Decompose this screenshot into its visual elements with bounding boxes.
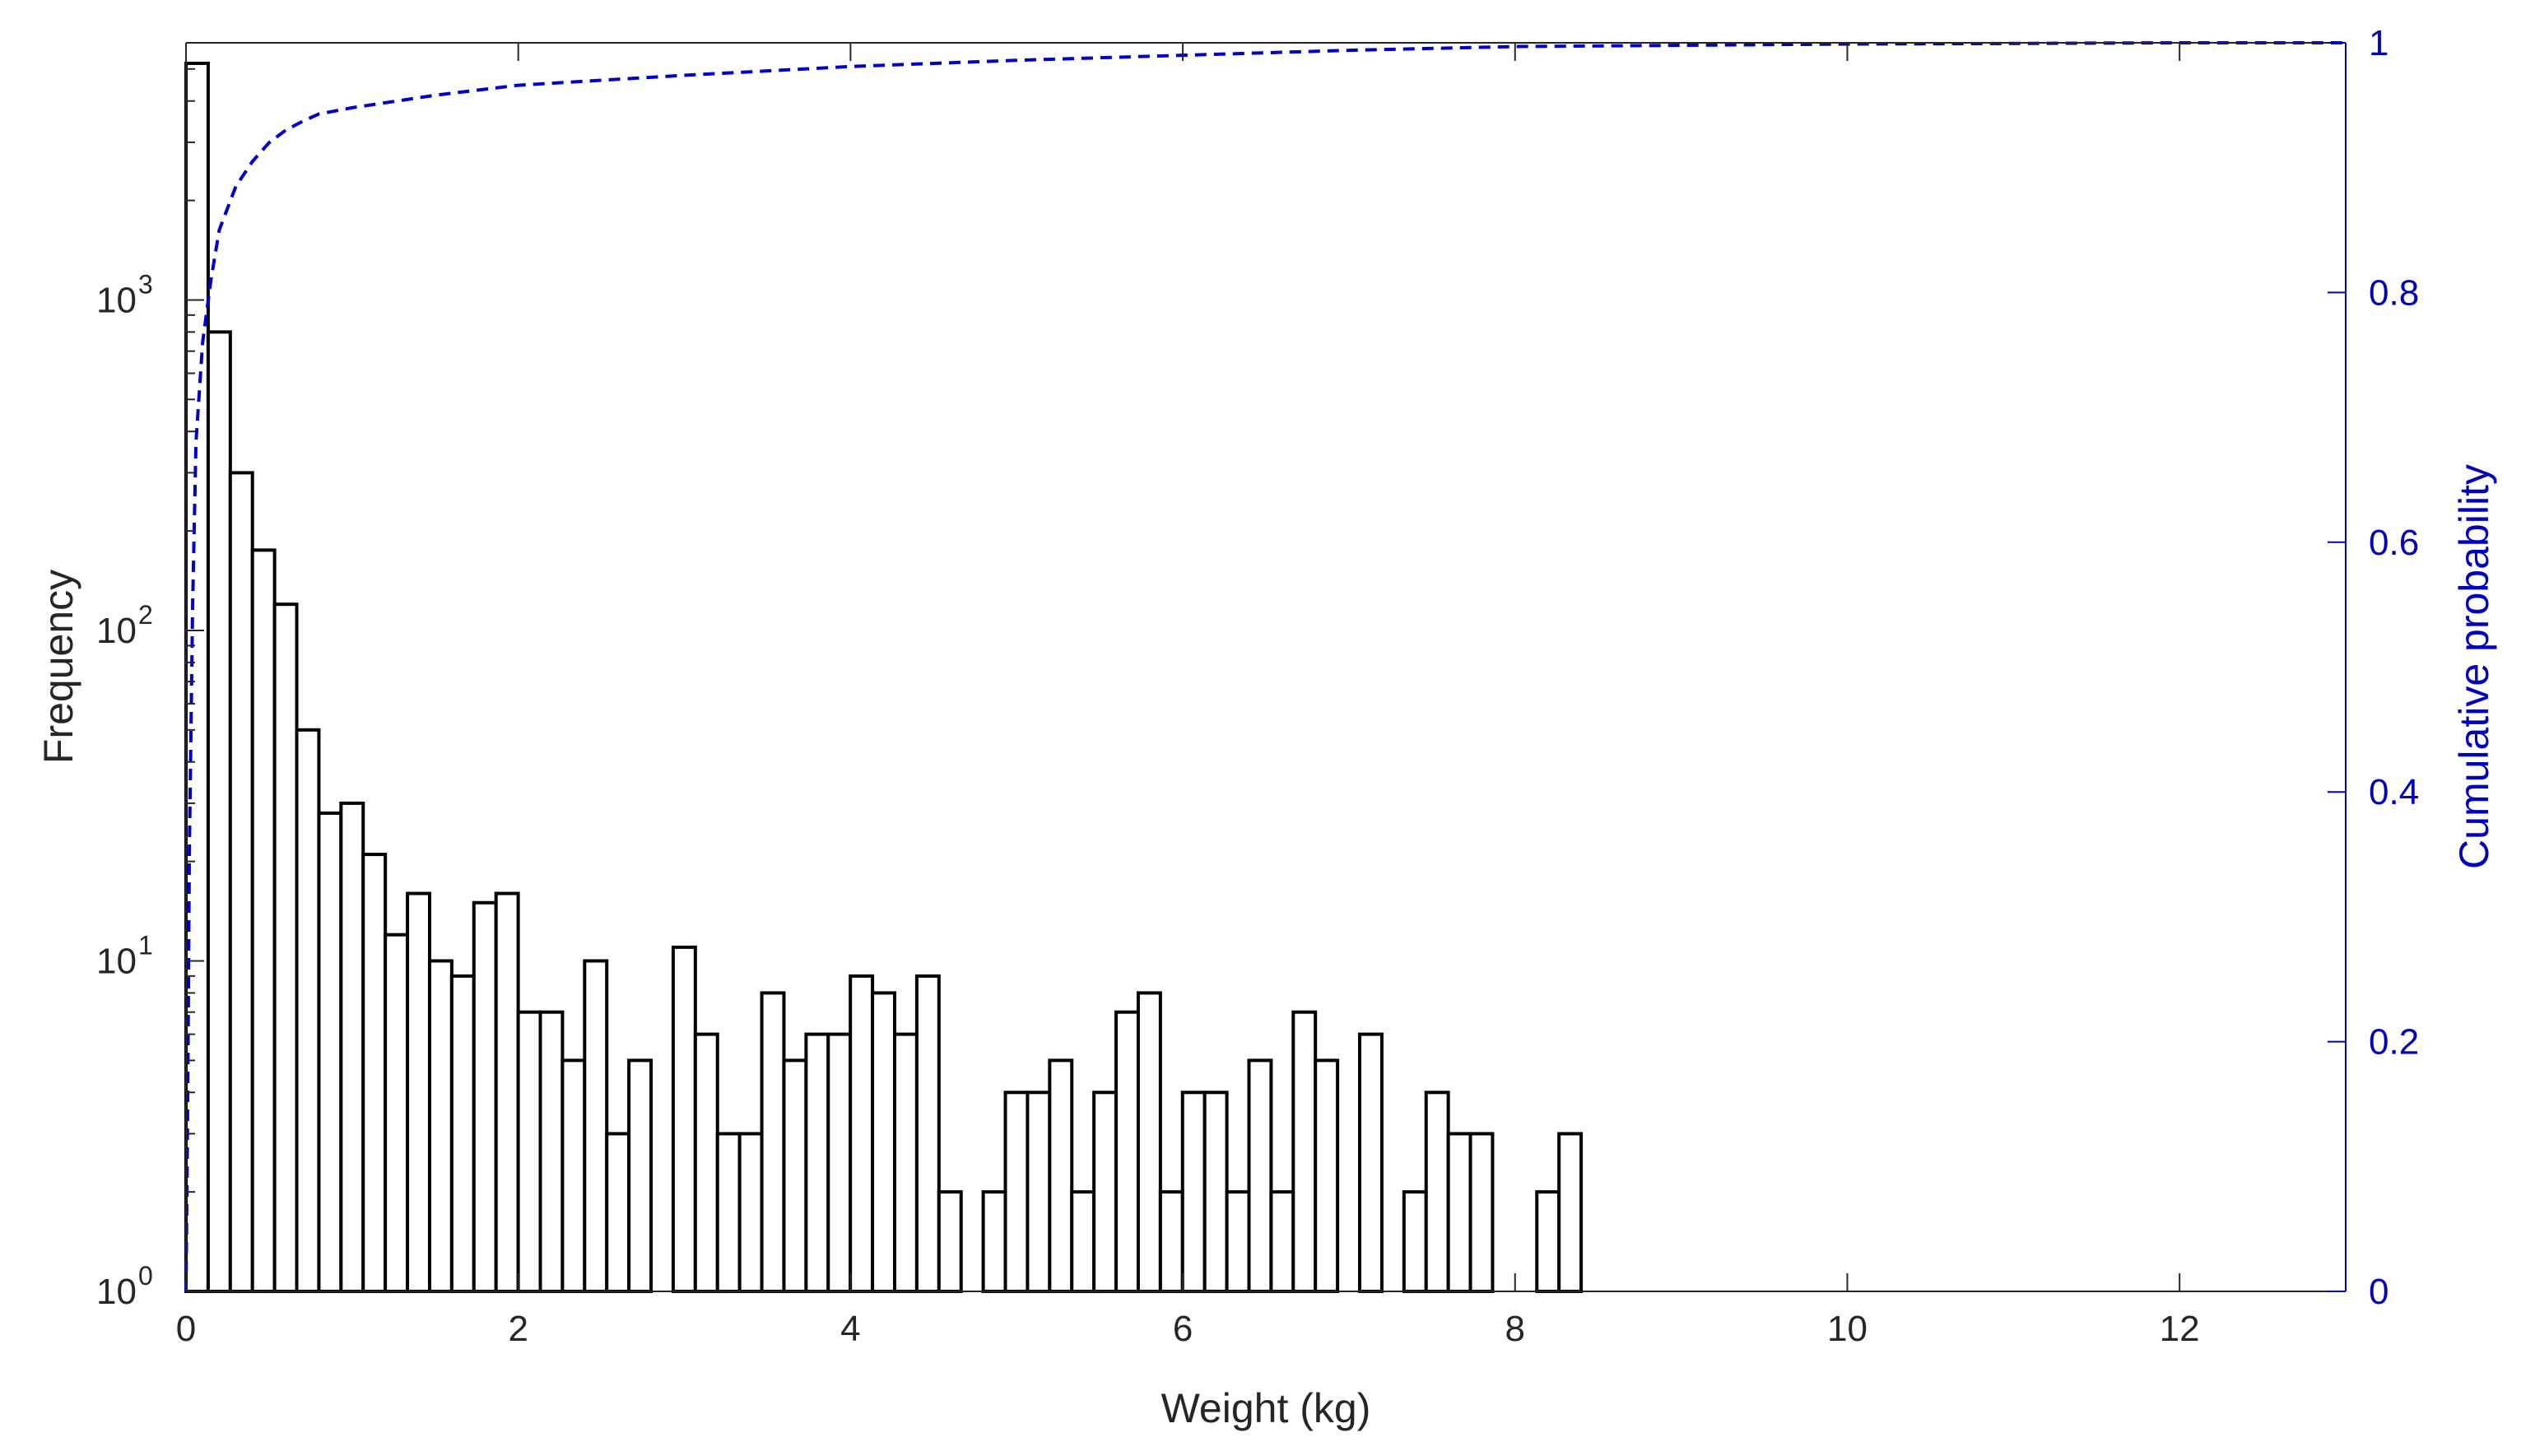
histogram-bar <box>583 959 609 1293</box>
histogram-bar <box>1557 1132 1584 1294</box>
x-tick-label: 6 <box>1173 1309 1193 1349</box>
histogram-bar <box>1446 1132 1472 1294</box>
x-tick-label: 8 <box>1505 1309 1525 1349</box>
histogram-bar <box>538 1010 565 1294</box>
axes-frame <box>185 42 2347 1292</box>
cumulative-probability-line <box>184 41 2346 1292</box>
y-axis-label: Frequency <box>35 570 81 764</box>
histogram-bar <box>1070 1190 1096 1294</box>
histogram-bar <box>449 974 476 1293</box>
y-tick-label: 10 <box>96 611 137 651</box>
x-axis-ticks: 0 2 4 6 8 10 12 <box>176 43 2200 1349</box>
y-tick-label: 10 <box>96 1272 137 1312</box>
y-tick-exponent: 1 <box>138 930 153 960</box>
y-right-tick-label: 1 <box>2369 23 2388 63</box>
y-right-axis-ticks: 0 0.2 0.4 0.6 0.8 1 <box>2328 23 2419 1312</box>
histogram-bar <box>914 974 941 1293</box>
x-tick-label: 4 <box>840 1309 860 1349</box>
histogram-bar <box>317 811 343 1293</box>
histogram-bar <box>849 974 875 1293</box>
x-tick-label: 12 <box>2160 1309 2200 1349</box>
histogram-bar <box>605 1132 631 1294</box>
histogram-bar <box>472 900 498 1294</box>
x-tick-label: 0 <box>176 1309 196 1349</box>
histogram-bar <box>737 1132 764 1294</box>
y-right-axis-label: Cumulative probability <box>2451 464 2497 869</box>
histogram-bar <box>804 1032 830 1294</box>
histogram-bar <box>1202 1091 1229 1294</box>
histogram-bar <box>406 891 431 1294</box>
y-tick-label: 10 <box>96 941 137 981</box>
histogram-bar <box>494 891 520 1294</box>
histogram-bar <box>1358 1032 1384 1294</box>
histogram-bar <box>1535 1190 1561 1294</box>
histogram-bar <box>1225 1190 1251 1294</box>
histogram-bar <box>250 548 277 1293</box>
x-axis-label: Weight (kg) <box>1161 1385 1371 1431</box>
histogram-bar <box>1291 1010 1318 1294</box>
histogram-bar <box>1402 1190 1428 1294</box>
cdf-group <box>184 41 2346 1292</box>
histogram-bar <box>627 1058 654 1293</box>
bars-group <box>184 61 1584 1294</box>
y-right-tick-label: 0.8 <box>2369 272 2419 313</box>
y-right-tick-label: 0 <box>2369 1272 2388 1312</box>
histogram-bar <box>1026 1091 1052 1294</box>
y-right-tick-label: 0.2 <box>2369 1022 2419 1063</box>
histogram-bar <box>981 1190 1007 1294</box>
histogram-bar <box>361 853 388 1293</box>
histogram-bar <box>272 602 299 1293</box>
histogram-bar <box>1092 1091 1119 1294</box>
histogram-bar <box>295 728 321 1293</box>
histogram-bar <box>892 1032 919 1294</box>
histogram-bar <box>1158 1190 1184 1294</box>
histogram-bar <box>671 945 697 1293</box>
histogram-bar <box>871 991 896 1293</box>
histogram-bar <box>206 330 232 1294</box>
histogram-bar <box>693 1032 719 1294</box>
histogram-bar <box>1114 1010 1140 1294</box>
histogram-bar <box>384 933 410 1293</box>
histogram-bar <box>560 1058 587 1293</box>
histogram-bar <box>1468 1132 1495 1294</box>
y-tick-label: 10 <box>96 280 137 320</box>
histogram-bar <box>427 959 454 1293</box>
histogram-bar <box>516 1010 542 1294</box>
histogram-bar <box>826 1032 853 1294</box>
y-right-tick-label: 0.4 <box>2369 772 2419 812</box>
histogram-bar <box>1424 1091 1450 1294</box>
y-tick-exponent: 0 <box>138 1261 153 1291</box>
x-tick-label: 10 <box>1827 1309 1867 1349</box>
histogram-bar <box>1136 991 1162 1293</box>
histogram-bar <box>1314 1058 1340 1293</box>
histogram-bar <box>339 801 365 1293</box>
histogram-bar <box>228 471 254 1293</box>
histogram-bar <box>1269 1190 1295 1294</box>
histogram-bar <box>715 1132 742 1294</box>
histogram-bar <box>1247 1058 1273 1293</box>
histogram-bar <box>782 1058 808 1293</box>
histogram-bar <box>1180 1091 1207 1294</box>
y-right-tick-label: 0.6 <box>2369 523 2419 563</box>
y-tick-exponent: 2 <box>138 600 153 630</box>
histogram-bar <box>1003 1091 1030 1294</box>
y-tick-exponent: 3 <box>138 269 153 299</box>
histogram-bar <box>184 61 210 1294</box>
histogram-bar <box>760 991 786 1293</box>
x-tick-label: 2 <box>508 1309 528 1349</box>
histogram-bar <box>1048 1058 1074 1293</box>
histogram-bar <box>937 1190 963 1294</box>
